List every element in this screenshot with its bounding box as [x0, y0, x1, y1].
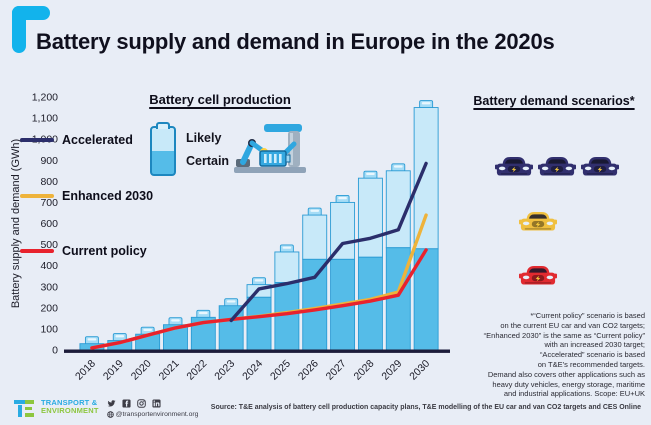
- svg-text:2029: 2029: [379, 358, 404, 383]
- svg-text:2022: 2022: [184, 358, 209, 383]
- accelerated-cars-icon: [495, 155, 619, 178]
- svg-text:2030: 2030: [407, 358, 432, 383]
- battery-legend-icon: [150, 122, 176, 176]
- page-title: Battery supply and demand in Europe in t…: [36, 29, 555, 54]
- footnote-line: on the current EU car and van CO2 target…: [500, 320, 645, 330]
- svg-text:2021: 2021: [157, 358, 182, 383]
- facebook-icon[interactable]: [122, 399, 131, 408]
- org-name-line2: ENVIRONMENT: [41, 406, 99, 415]
- svg-text:2020: 2020: [129, 358, 154, 383]
- factory-robot-icon: [230, 118, 310, 181]
- svg-text:2027: 2027: [324, 358, 349, 383]
- legend-certain-label: Certain: [186, 154, 230, 168]
- legend-row-enhanced: Enhanced 2030: [0, 189, 184, 203]
- svg-text:700: 700: [40, 197, 58, 209]
- te-corner-logo-icon: [12, 6, 52, 54]
- footer-branding: TRANSPORT & ENVIRONMENT @transportenviro…: [14, 399, 198, 418]
- website-handle[interactable]: @transportenvironment.org: [106, 411, 198, 418]
- twitter-icon[interactable]: [107, 399, 116, 408]
- demand-legend: Battery demand scenarios*: [462, 94, 646, 108]
- globe-icon: [106, 411, 114, 418]
- svg-text:500: 500: [40, 239, 58, 251]
- legend-row-accelerated: Accelerated: [0, 133, 184, 147]
- battery-supply-demand-chart: 01002003004005006007008009001,0001,1001,…: [10, 92, 450, 383]
- chart-area: 01002003004005006007008009001,0001,1001,…: [6, 76, 466, 398]
- instagram-icon[interactable]: [136, 399, 146, 408]
- current-policy-label: Current policy: [62, 244, 147, 258]
- footnote-line: “Enhanced 2030” is the same as “Current …: [483, 330, 645, 340]
- svg-text:900: 900: [40, 155, 58, 167]
- svg-text:2023: 2023: [212, 358, 237, 383]
- production-legend-title: Battery cell production: [149, 92, 291, 107]
- svg-text:200: 200: [40, 302, 58, 314]
- svg-text:300: 300: [40, 281, 58, 293]
- svg-text:100: 100: [40, 323, 58, 335]
- current-policy-car-icon: [519, 264, 557, 287]
- svg-text:2025: 2025: [268, 358, 293, 383]
- source-text: Source: T&E analysis of battery cell pro…: [210, 404, 641, 411]
- svg-text:0: 0: [52, 345, 58, 357]
- svg-text:1,100: 1,100: [32, 113, 58, 125]
- linkedin-icon[interactable]: [152, 399, 161, 408]
- footnote-line: and industrial applications. Scope: EU+U…: [503, 389, 645, 399]
- enhanced-car-icon: [519, 210, 557, 233]
- footnote: *“Current policy” scenario is based on t…: [452, 311, 645, 399]
- enhanced-label: Enhanced 2030: [62, 189, 154, 203]
- footnote-line: with an increased 2030 target;: [544, 340, 645, 350]
- svg-text:2026: 2026: [296, 358, 321, 383]
- enhanced-line-swatch: [20, 194, 54, 198]
- legend-likely-label: Likely: [186, 131, 222, 145]
- svg-text:2024: 2024: [240, 358, 265, 383]
- te-logo-icon: [14, 400, 37, 417]
- demand-legend-title: Battery demand scenarios*: [473, 94, 635, 108]
- footnote-line: *“Current policy” scenario is based: [530, 311, 645, 320]
- current-policy-line-swatch: [20, 249, 54, 253]
- svg-text:400: 400: [40, 260, 58, 272]
- svg-text:600: 600: [40, 218, 58, 230]
- org-name-line1: TRANSPORT &: [41, 398, 98, 407]
- footnote-line: on T&E’s recommended targets.: [537, 359, 645, 369]
- svg-text:2018: 2018: [73, 358, 98, 383]
- accelerated-line-swatch: [20, 138, 54, 142]
- footnote-line: Demand also covers other applications su…: [487, 369, 645, 379]
- footnote-line: heavy duty vehicles, energy storage, mar…: [492, 379, 645, 389]
- legend-row-current: Current policy: [0, 244, 184, 258]
- svg-text:1,200: 1,200: [32, 92, 58, 104]
- svg-text:2019: 2019: [101, 358, 126, 383]
- svg-text:2028: 2028: [352, 358, 377, 383]
- svg-text:Battery supply and demand (GWh: Battery supply and demand (GWh): [10, 139, 22, 308]
- accelerated-label: Accelerated: [62, 133, 133, 147]
- svg-text:800: 800: [40, 176, 58, 188]
- footnote-line: “Accelerated” scenario is based: [539, 350, 645, 360]
